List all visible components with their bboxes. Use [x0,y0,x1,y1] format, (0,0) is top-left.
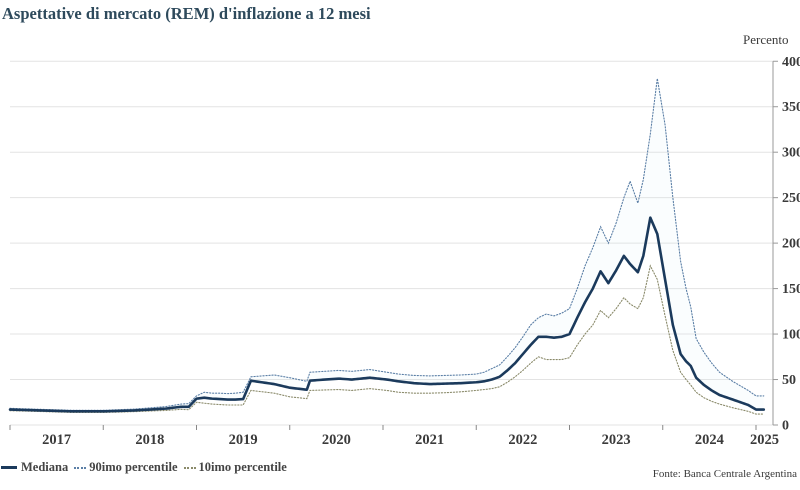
svg-text:50: 50 [782,373,796,388]
svg-text:0: 0 [782,419,789,434]
svg-text:2025: 2025 [750,432,779,448]
svg-text:2024: 2024 [695,432,724,448]
svg-text:2018: 2018 [135,432,164,448]
svg-text:100: 100 [782,328,800,343]
svg-text:2019: 2019 [229,432,258,448]
svg-text:150: 150 [782,282,800,297]
svg-text:250: 250 [782,191,800,206]
svg-text:350: 350 [782,100,800,115]
svg-text:2023: 2023 [602,432,631,448]
svg-text:2017: 2017 [42,432,71,448]
svg-text:2022: 2022 [508,432,537,448]
svg-text:200: 200 [782,237,800,252]
svg-text:2020: 2020 [322,432,351,448]
svg-text:400: 400 [782,55,800,70]
svg-text:300: 300 [782,146,800,161]
svg-text:2021: 2021 [415,432,444,448]
